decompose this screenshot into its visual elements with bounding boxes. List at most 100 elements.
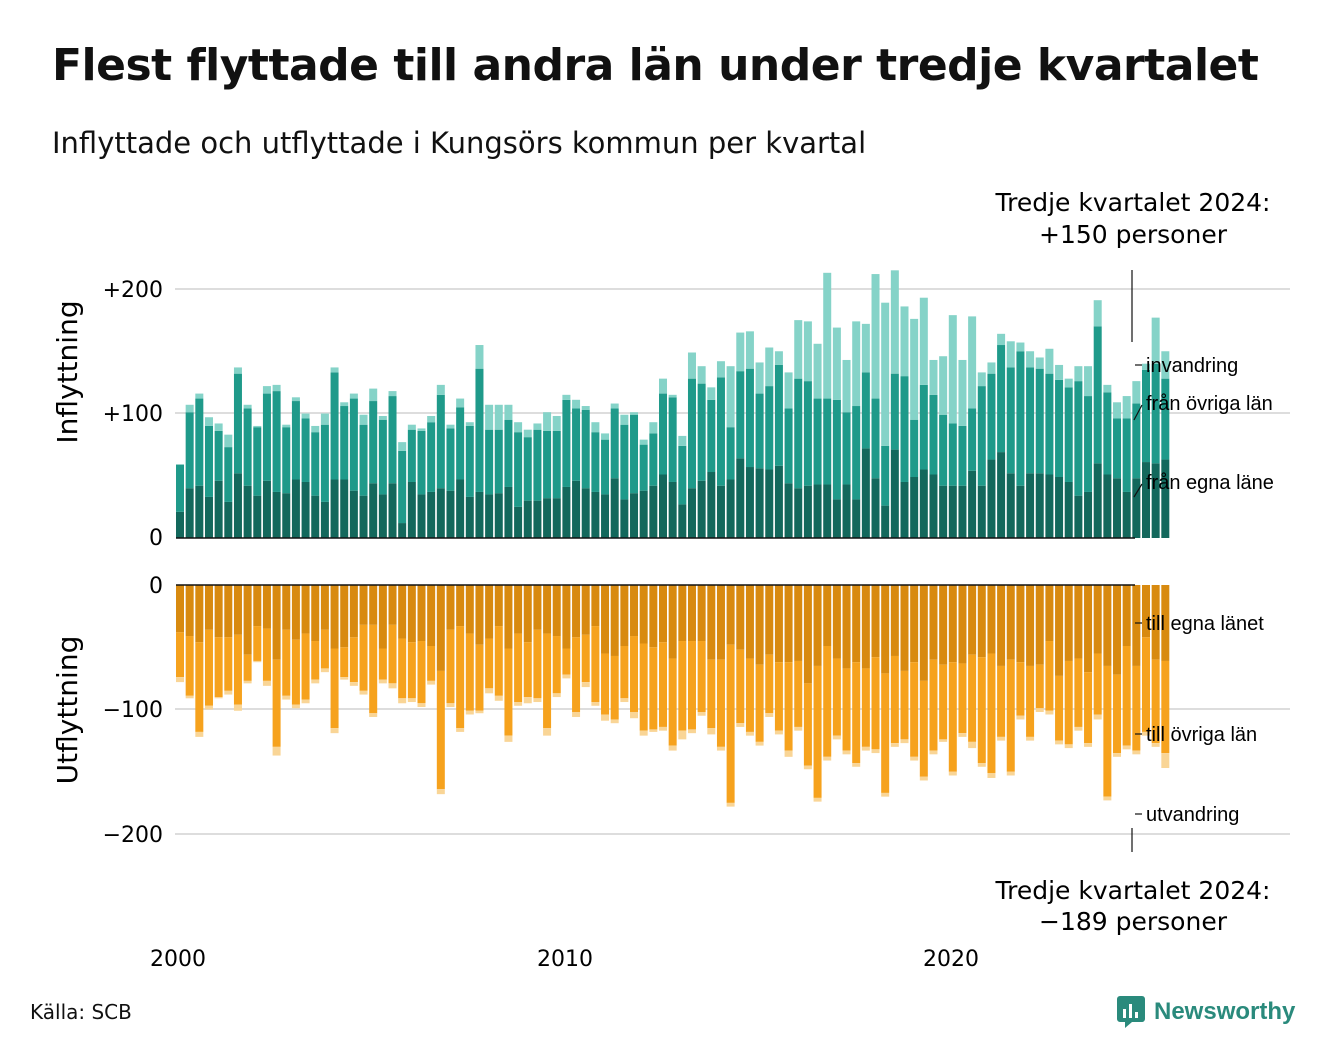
in-bar-ovriga bbox=[591, 432, 600, 492]
in-bar-invandring bbox=[861, 323, 870, 373]
in-bar-ovriga bbox=[832, 399, 841, 500]
in-bar-ovriga bbox=[1132, 403, 1141, 479]
out-bar-utvandring bbox=[948, 771, 957, 776]
in-bar-egna bbox=[311, 495, 320, 538]
out-bar-egna bbox=[630, 585, 639, 637]
series-labels: invandring från övriga län från egna län… bbox=[1133, 355, 1274, 826]
out-bar-ovriga bbox=[581, 634, 590, 683]
out-bar-utvandring bbox=[456, 728, 465, 732]
out-bar-utvandring bbox=[910, 756, 919, 761]
out-bar-utvandring bbox=[533, 698, 542, 703]
out-bar-egna bbox=[1055, 585, 1064, 676]
out-bar-ovriga bbox=[687, 641, 696, 730]
out-bar-egna bbox=[581, 585, 590, 635]
out-bar-egna bbox=[852, 585, 861, 663]
out-bar-ovriga bbox=[262, 628, 271, 681]
in-bar-egna bbox=[436, 488, 445, 538]
in-bar-egna bbox=[224, 501, 233, 538]
in-bar-ovriga bbox=[562, 399, 571, 487]
in-bar-invandring bbox=[330, 367, 339, 373]
in-bar-invandring bbox=[755, 362, 764, 394]
out-bar-ovriga bbox=[369, 624, 378, 714]
in-bar-invandring bbox=[774, 351, 783, 365]
in-bar-egna bbox=[475, 491, 484, 539]
out-bar-ovriga bbox=[185, 636, 194, 696]
out-bar-egna bbox=[1026, 585, 1035, 666]
in-bar-ovriga bbox=[1122, 418, 1131, 492]
callout-out: Tredje kvartalet 2024: −189 personer bbox=[995, 828, 1270, 936]
out-bar-utvandring bbox=[272, 746, 281, 756]
in-bar-ovriga bbox=[243, 408, 252, 486]
in-bar-ovriga bbox=[253, 427, 262, 496]
in-bar-egna bbox=[456, 479, 465, 539]
in-bar-invandring bbox=[407, 424, 416, 430]
out-bar-egna bbox=[987, 585, 996, 654]
out-bars bbox=[176, 585, 1170, 807]
out-bar-ovriga bbox=[398, 638, 407, 699]
in-bar-invandring bbox=[1074, 366, 1083, 382]
in-bar-ovriga bbox=[668, 397, 677, 482]
in-bar-invandring bbox=[475, 345, 484, 369]
out-bar-utvandring bbox=[765, 713, 774, 717]
out-bar-utvandring bbox=[659, 726, 667, 731]
in-bar-invandring bbox=[659, 378, 667, 394]
in-bar-ovriga bbox=[881, 445, 890, 506]
in-bar-egna bbox=[417, 494, 426, 539]
out-bar-egna bbox=[436, 585, 445, 671]
out-bar-utvandring bbox=[1142, 731, 1150, 736]
out-bar-egna bbox=[958, 585, 967, 664]
in-bar-ovriga bbox=[939, 414, 948, 486]
in-bar-ovriga bbox=[1103, 392, 1112, 475]
in-bar-egna bbox=[514, 506, 523, 539]
out-bar-ovriga bbox=[919, 680, 928, 777]
out-bar-utvandring bbox=[736, 723, 745, 727]
in-bar-invandring bbox=[639, 439, 648, 445]
in-bar-egna bbox=[301, 481, 310, 539]
in-bar-invandring bbox=[832, 327, 841, 400]
out-bar-egna bbox=[340, 585, 349, 648]
in-ytick-0: 0 bbox=[149, 526, 163, 551]
chart-title: Flest flyttade till andra län under tred… bbox=[52, 40, 1259, 91]
in-bar-egna bbox=[176, 511, 184, 539]
out-bar-utvandring bbox=[1016, 715, 1025, 720]
in-bar-invandring bbox=[494, 404, 503, 430]
out-bar-egna bbox=[1132, 585, 1141, 666]
out-bar-utvandring bbox=[755, 741, 764, 746]
in-bar-invandring bbox=[794, 320, 803, 379]
out-bar-utvandring bbox=[745, 731, 754, 736]
out-bar-ovriga bbox=[407, 642, 416, 699]
out-bar-ovriga bbox=[784, 662, 793, 751]
in-bar-egna bbox=[997, 452, 1006, 539]
out-bar-ovriga bbox=[1142, 637, 1150, 732]
out-bar-utvandring bbox=[987, 773, 996, 778]
out-bar-ovriga bbox=[765, 654, 774, 714]
in-bar-invandring bbox=[272, 384, 281, 392]
out-bar-egna bbox=[977, 585, 986, 658]
out-bar-utvandring bbox=[572, 711, 581, 717]
in-bar-ovriga bbox=[823, 398, 832, 485]
in-bar-ovriga bbox=[707, 399, 716, 473]
in-bar-egna bbox=[919, 469, 928, 538]
out-bar-ovriga bbox=[436, 670, 445, 790]
in-bar-egna bbox=[591, 491, 600, 539]
out-bar-ovriga bbox=[572, 637, 581, 712]
in-bar-ovriga bbox=[1006, 367, 1015, 474]
in-bar-ovriga bbox=[726, 427, 735, 480]
in-bar-invandring bbox=[572, 399, 581, 409]
out-bar-ovriga bbox=[736, 649, 745, 724]
out-bar-utvandring bbox=[446, 703, 455, 708]
in-bar-ovriga bbox=[794, 378, 803, 489]
in-bar-ovriga bbox=[745, 368, 754, 468]
in-bar-invandring bbox=[1151, 317, 1160, 364]
in-bar-invandring bbox=[446, 424, 455, 429]
in-bar-invandring bbox=[997, 333, 1006, 346]
out-bar-ovriga bbox=[523, 642, 532, 698]
in-bar-invandring bbox=[716, 361, 725, 378]
out-bar-utvandring bbox=[1093, 714, 1102, 720]
in-bar-egna bbox=[620, 499, 629, 538]
in-bar-ovriga bbox=[407, 429, 416, 482]
out-bar-ovriga bbox=[697, 641, 706, 712]
out-bar-egna bbox=[214, 585, 223, 638]
out-bar-ovriga bbox=[659, 642, 667, 727]
out-bar-egna bbox=[610, 585, 619, 656]
